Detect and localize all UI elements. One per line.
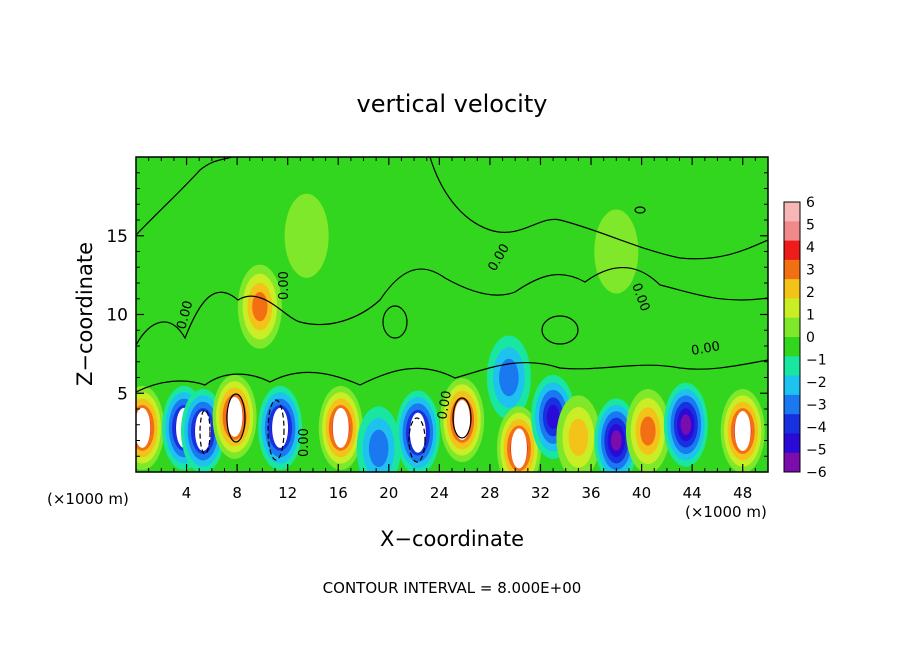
colorbar-frame — [783, 201, 801, 473]
x-tick-label: 36 — [581, 484, 600, 502]
velocity-cell — [568, 418, 589, 457]
velocity-cell — [368, 429, 389, 468]
x-tick-label: 8 — [232, 484, 242, 502]
contour-closed-loop — [634, 206, 646, 214]
x-tick-label: 4 — [182, 484, 192, 502]
y-axis: 5 10 15 — [106, 227, 768, 404]
colorbar-cell — [784, 202, 800, 222]
colorbar-label: −4 — [806, 420, 827, 436]
colorbar-cell — [784, 259, 800, 280]
velocity-cell — [594, 209, 639, 294]
colorbar-cell — [784, 337, 800, 357]
y-tick-label: 5 — [117, 384, 128, 404]
x-tick-label: 16 — [329, 484, 348, 502]
velocity-cell — [499, 358, 519, 397]
velocity-core — [734, 411, 751, 452]
colorbar-cell — [784, 240, 800, 261]
colorbar-label: −5 — [806, 443, 827, 459]
velocity-cell — [546, 404, 560, 429]
colorbar-label: −3 — [806, 398, 827, 414]
y-tick-label: 10 — [106, 306, 128, 326]
contour-label: 0.00 — [277, 271, 292, 300]
colorbar-label: 4 — [806, 240, 815, 256]
colorbar-cell — [784, 317, 800, 338]
colorbar-cell — [784, 279, 800, 299]
velocity-core — [272, 407, 289, 448]
contour-label: 0.00 — [435, 390, 455, 421]
velocity-cell — [611, 430, 622, 451]
colorbar-cell — [784, 433, 800, 454]
colorbar: 6 5 4 3 2 1 0 −1 −2 −3 −4 −5 −6 — [783, 195, 827, 481]
x-axis-label: X−coordinate — [380, 527, 524, 551]
colorbar-label: −6 — [806, 465, 827, 481]
y-axis-label: Z−coordinate — [73, 242, 97, 386]
colorbar-cell — [784, 356, 800, 377]
colorbar-label: 3 — [806, 263, 815, 279]
velocity-core — [136, 407, 151, 448]
x-tick-label: 28 — [480, 484, 499, 502]
velocity-cell — [680, 414, 692, 435]
contour-closed-loop — [267, 399, 285, 461]
velocity-core — [332, 407, 349, 448]
contour-zero-line-top — [136, 157, 768, 260]
contour-zero-line-lower — [136, 359, 768, 393]
x-tick-label: 20 — [379, 484, 398, 502]
colorbar-label: −2 — [806, 375, 827, 391]
x-tick-label: 12 — [278, 484, 297, 502]
minor-ticks — [136, 157, 768, 472]
colorbar-label: 6 — [806, 195, 815, 211]
x-tick-label: 32 — [531, 484, 550, 502]
contour-closed-loop — [452, 397, 472, 439]
contour-zero-line-upper — [136, 267, 768, 346]
contour-closed-loop — [382, 305, 408, 339]
colorbar-label: 0 — [806, 330, 815, 346]
plot-area: 0.00 0.00 0.00 0.00 0.00 0.00 0.00 — [135, 156, 769, 473]
contour-label: 0.00 — [297, 428, 312, 457]
velocity-cell — [640, 416, 656, 446]
contour-label: 0.00 — [690, 339, 721, 359]
colorbar-label: 1 — [806, 308, 815, 324]
colorbar-label: −1 — [806, 353, 827, 369]
colorbar-cell — [784, 221, 800, 242]
contour-label: 0.00 — [174, 299, 196, 331]
velocity-core — [510, 428, 527, 469]
contour-lines — [136, 157, 768, 463]
x-units-left: (×1000 m) — [47, 490, 129, 508]
velocity-cell — [284, 193, 329, 278]
contour-interval-footer: CONTOUR INTERVAL = 8.000E+00 — [323, 579, 582, 597]
contour-closed-loop — [541, 315, 579, 345]
x-units-right: (×1000 m) — [685, 503, 767, 521]
colorbar-label: 5 — [806, 218, 815, 234]
colorbar-cell — [784, 414, 800, 434]
chart-title: vertical velocity — [357, 90, 548, 118]
velocity-core — [454, 400, 471, 441]
contour-closed-loop — [226, 393, 246, 443]
colorbar-cell — [784, 394, 800, 415]
colorbar-cell — [784, 298, 800, 319]
colorbar-cell — [784, 452, 800, 473]
x-axis: 4 8 12 16 20 24 28 32 36 40 44 48 — [182, 157, 752, 502]
contour-closed-loop — [408, 417, 426, 463]
x-tick-label: 44 — [683, 484, 702, 502]
contour-closed-loop — [199, 409, 211, 455]
colorbar-label: 2 — [806, 285, 815, 301]
y-tick-label: 15 — [106, 227, 128, 247]
x-tick-label: 48 — [733, 484, 752, 502]
velocity-field — [136, 193, 765, 472]
colorbar-cell — [784, 375, 800, 396]
x-tick-label: 40 — [632, 484, 651, 502]
x-tick-label: 24 — [430, 484, 449, 502]
velocity-core — [226, 396, 243, 437]
velocity-core — [194, 411, 211, 452]
